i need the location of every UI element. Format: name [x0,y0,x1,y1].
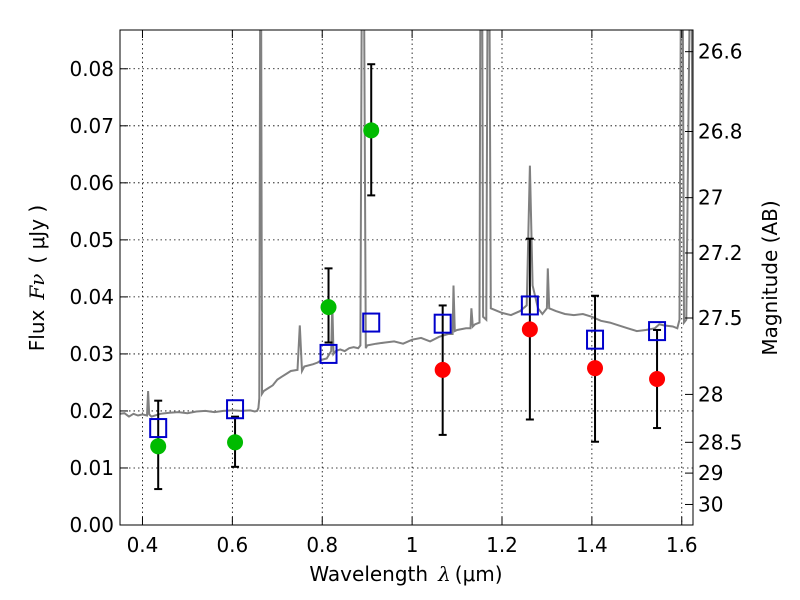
y-tick-label: 0.07 [69,114,114,138]
x-tick-label: 0.4 [127,533,159,557]
measurement-point [434,361,451,378]
plot-frame [119,29,694,526]
y-tick-label: 0.08 [69,57,114,81]
detection-point [227,434,244,451]
y-tick-label: 0.03 [69,342,114,366]
x-axis-label: Wavelength λ (μm) [309,562,502,586]
tick-layer: 0.4 0.6 0.8 1 1.2 1.4 1.6 0.00 0.01 0.02 0.03 0.04 0… [69,30,743,557]
detection-point [320,299,337,316]
y2-tick-label: 27 [698,186,723,210]
y-tick-label: 0.04 [69,285,114,309]
y2-tick-label: 29 [698,461,723,485]
x-tick-label: 1.6 [666,533,698,557]
x-tick-label: 0.6 [216,533,248,557]
model-box-marker [648,321,667,342]
model-box-marker [319,343,338,364]
data-layer [120,30,693,491]
detection-point [150,438,167,455]
y-tick-label: 0.02 [69,399,114,423]
y2-tick-label: 27.5 [698,306,743,330]
x-tick-label: 1.4 [576,533,608,557]
model-box-marker [226,399,245,420]
measurement-point [587,360,604,377]
x-tick-label: 0.8 [306,533,338,557]
markers [149,122,667,455]
y-axis-label: FluxFν( μJy ) [25,205,49,351]
model-box-marker [362,312,381,333]
y2-tick-label: 27.2 [698,241,743,265]
y2-tick-label: 26.8 [698,120,743,144]
model-box-marker [586,329,605,350]
measurement-point [649,371,666,388]
x-tick-label: 1 [406,533,419,557]
x-tick-label: 1.2 [486,533,518,557]
y2-axis-label: Magnitude (AB) [758,200,782,355]
y-tick-label: 0.01 [69,456,114,480]
y2-tick-label: 28.5 [698,430,743,454]
model-box-marker [520,295,539,316]
y2-tick-label: 28 [698,382,723,406]
model-box-marker [149,418,168,439]
y-tick-label: 0.05 [69,228,114,252]
y-tick-label: 0.00 [69,513,114,537]
detection-point [363,122,380,139]
y-tick-label: 0.06 [69,171,114,195]
model-box-marker [433,313,452,334]
y2-tick-label: 26.6 [698,40,743,64]
y2-tick-label: 30 [698,492,723,516]
grid-layer [120,30,693,526]
measurement-point [521,321,538,338]
spectrum-line [120,30,693,418]
